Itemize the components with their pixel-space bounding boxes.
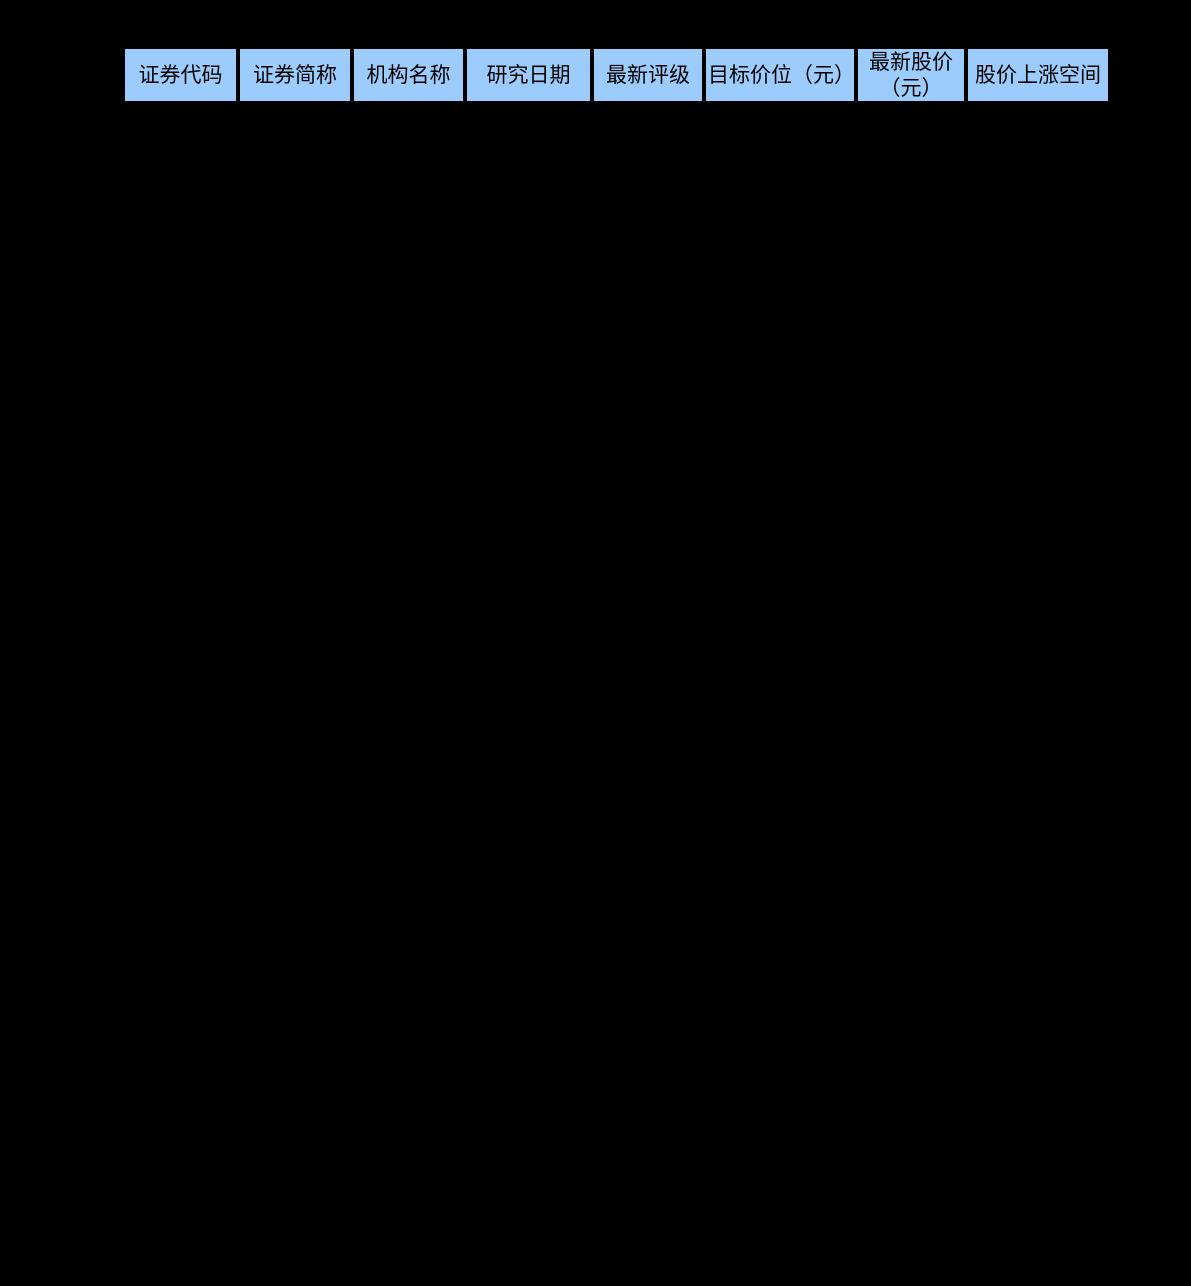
- column-header-institution-name-line-1: 机构名称: [366, 63, 451, 87]
- column-header-latest-stock-price: 最新股价 （元）: [856, 49, 966, 101]
- column-header-latest-rating-line-1: 最新评级: [606, 63, 690, 87]
- column-header-institution-name: 机构名称: [352, 49, 465, 101]
- column-header-research-date: 研究日期: [465, 49, 592, 101]
- column-header-latest-stock-price-line-2: （元）: [879, 76, 943, 100]
- column-header-target-price-line-1: 目标价位（元）: [708, 63, 855, 87]
- column-header-upside-room: 股价上涨空间: [966, 49, 1110, 101]
- column-header-target-price: 目标价位（元）: [704, 49, 856, 101]
- column-header-security-name-line-1: 证券简称: [253, 63, 337, 87]
- securities-rating-table-container: 证券代码 证券简称 机构名称 研究日期 最新评级 目标价位（元）: [123, 49, 1110, 110]
- column-header-upside-room-line-1: 股价上涨空间: [975, 63, 1101, 87]
- table-body: [123, 101, 1110, 110]
- column-header-research-date-line-1: 研究日期: [486, 63, 571, 87]
- table-header-row: 证券代码 证券简称 机构名称 研究日期 最新评级 目标价位（元）: [123, 49, 1110, 101]
- column-header-security-code-line-1: 证券代码: [138, 63, 223, 87]
- table-header: 证券代码 证券简称 机构名称 研究日期 最新评级 目标价位（元）: [123, 49, 1110, 101]
- column-header-security-code: 证券代码: [123, 49, 238, 101]
- securities-rating-table: 证券代码 证券简称 机构名称 研究日期 最新评级 目标价位（元）: [123, 49, 1110, 110]
- column-header-latest-rating: 最新评级: [592, 49, 704, 101]
- column-header-latest-stock-price-line-1: 最新股价: [869, 50, 953, 74]
- column-header-security-name: 证券简称: [238, 49, 352, 101]
